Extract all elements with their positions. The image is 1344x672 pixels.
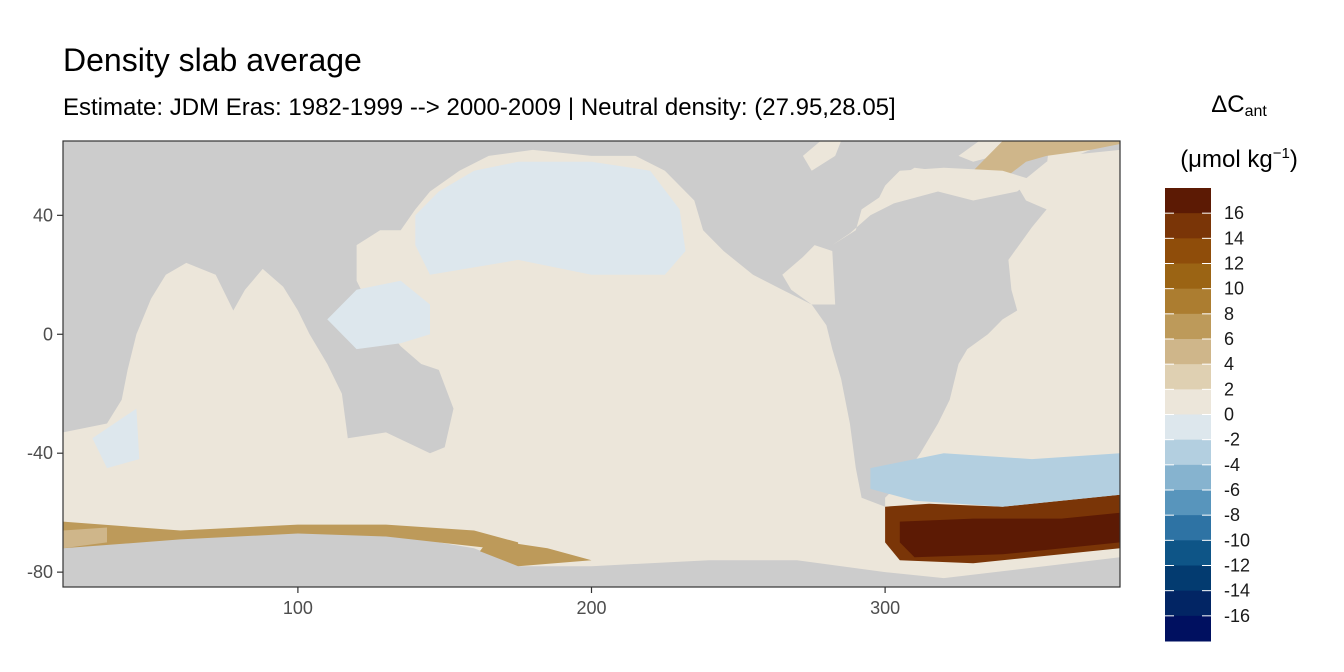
ocean-region	[782, 245, 836, 305]
x-tick-label: 100	[283, 598, 313, 618]
legend-swatch	[1165, 238, 1211, 264]
ocean-region	[63, 149, 1120, 579]
legend-label: -6	[1224, 480, 1240, 500]
legend-label: 8	[1224, 304, 1234, 324]
map-layer	[63, 141, 1120, 579]
legend-label: -12	[1224, 556, 1250, 576]
legend-label: -4	[1224, 455, 1240, 475]
legend-label: -10	[1224, 530, 1250, 550]
legend-swatch	[1165, 540, 1211, 566]
y-tick-label: 40	[33, 205, 53, 225]
anomaly-region	[63, 527, 107, 549]
legend-swatch	[1165, 339, 1211, 365]
legend-label: 6	[1224, 329, 1234, 349]
legend-swatch	[1165, 389, 1211, 415]
anomaly-region	[870, 453, 1120, 507]
legend-swatch	[1165, 590, 1211, 617]
legend-label: 12	[1224, 254, 1244, 274]
legend-label: 0	[1224, 405, 1234, 425]
anomaly-region	[973, 141, 1120, 180]
legend-label: 16	[1224, 203, 1244, 223]
legend-title: ΔCant	[1164, 90, 1314, 127]
y-tick-label: -40	[27, 443, 53, 463]
legend-swatch	[1165, 188, 1211, 214]
legend-label: -2	[1224, 430, 1240, 450]
legend-unit-suffix: )	[1289, 146, 1298, 173]
legend-swatch	[1165, 364, 1211, 390]
x-tick-label: 200	[576, 598, 606, 618]
legend-label: 14	[1224, 228, 1244, 248]
legend-unit: (μmol kg−1)	[1164, 139, 1314, 175]
anomaly-region	[327, 280, 430, 350]
legend-label: -16	[1224, 606, 1250, 626]
legend-swatch	[1165, 313, 1211, 340]
x-tick-label: 300	[870, 598, 900, 618]
legend-label: -8	[1224, 505, 1240, 525]
ocean-region	[802, 141, 842, 171]
legend-swatch	[1165, 515, 1211, 541]
anomaly-region	[415, 161, 686, 275]
anomaly-region	[63, 521, 519, 552]
y-tick-label: -80	[27, 562, 53, 582]
anomaly-region	[92, 408, 140, 469]
legend-label: 10	[1224, 279, 1244, 299]
y-tick-label: 0	[43, 324, 53, 344]
legend-swatch	[1165, 439, 1211, 466]
anomaly-region	[885, 167, 1032, 201]
chart-title: Density slab average	[63, 42, 362, 78]
legend-label: 2	[1224, 379, 1234, 399]
legend-swatch	[1165, 464, 1211, 491]
legend-swatch	[1165, 615, 1211, 642]
chart-subtitle: Estimate: JDM Eras: 1982-1999 --> 2000-2…	[63, 94, 896, 121]
legend-swatch	[1165, 490, 1211, 516]
anomaly-region	[479, 539, 592, 567]
anomaly-core	[899, 512, 1120, 558]
legend-label: 4	[1224, 354, 1234, 374]
legend-swatch	[1165, 414, 1211, 441]
legend-unit-sup: −1	[1272, 145, 1290, 162]
legend-title-sub: ant	[1244, 103, 1267, 120]
legend-title-main: ΔC	[1211, 91, 1245, 118]
legend: 16 14 12 10 8 6 4 2 0 -2 -4 -6 -8 -10 -12 -14 -16	[1165, 188, 1250, 642]
legend-swatch	[1165, 213, 1211, 239]
legend-unit-prefix: (μmol kg	[1180, 146, 1273, 173]
legend-label: -14	[1224, 581, 1250, 601]
legend-swatch	[1165, 288, 1211, 315]
legend-swatch	[1165, 263, 1211, 290]
legend-swatch	[1165, 565, 1211, 592]
